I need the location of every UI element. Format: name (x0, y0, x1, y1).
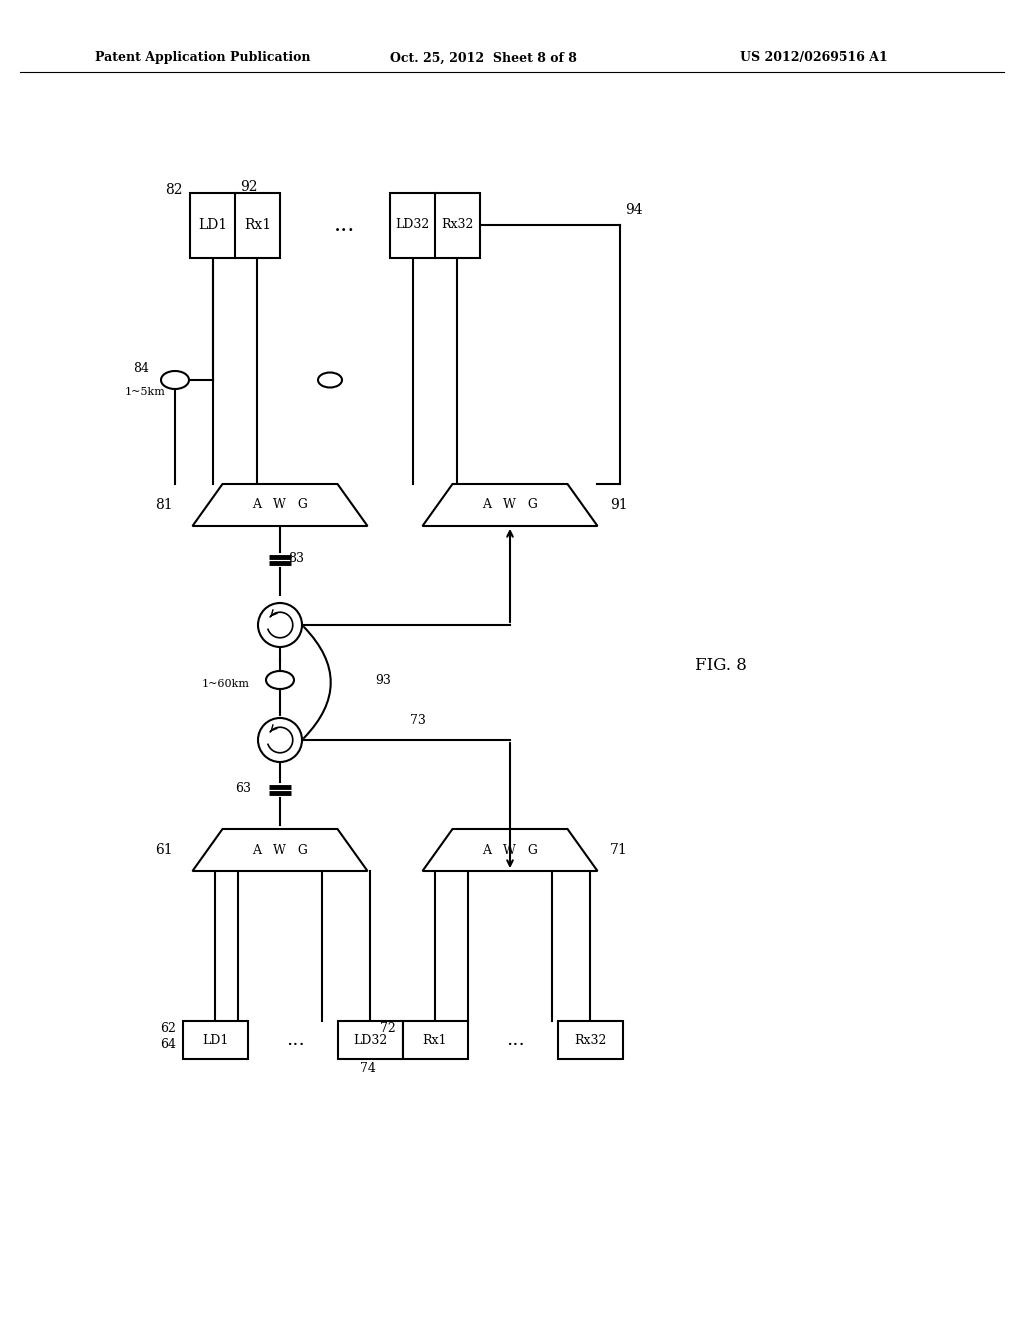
Text: US 2012/0269516 A1: US 2012/0269516 A1 (740, 51, 888, 65)
Text: LD1: LD1 (198, 218, 227, 232)
Bar (557, 1020, 623, 1059)
Text: 93: 93 (375, 673, 391, 686)
Bar (190, 193, 280, 257)
Text: LD32: LD32 (395, 219, 430, 231)
Text: 82: 82 (165, 183, 182, 197)
Bar (338, 1020, 402, 1059)
Text: ...: ... (506, 1031, 524, 1049)
Text: 64: 64 (160, 1039, 176, 1052)
Text: 81: 81 (155, 498, 173, 512)
Text: LD1: LD1 (202, 1034, 228, 1047)
Bar (182, 1020, 248, 1059)
Text: A   W   G: A W G (482, 499, 538, 511)
Text: Rx32: Rx32 (441, 219, 474, 231)
Ellipse shape (161, 371, 189, 389)
Text: A   W   G: A W G (252, 843, 308, 857)
Text: ...: ... (286, 1031, 304, 1049)
Text: Rx1: Rx1 (244, 218, 271, 232)
Text: LD32: LD32 (353, 1034, 387, 1047)
Circle shape (258, 718, 302, 762)
Bar (402, 1020, 468, 1059)
Text: FIG. 8: FIG. 8 (695, 656, 746, 673)
Text: 84: 84 (133, 362, 150, 375)
Text: 74: 74 (360, 1061, 376, 1074)
Text: 94: 94 (625, 203, 643, 216)
Text: 63: 63 (234, 781, 251, 795)
Text: Rx1: Rx1 (423, 1034, 447, 1047)
Polygon shape (193, 484, 368, 525)
FancyArrowPatch shape (304, 627, 331, 738)
Ellipse shape (266, 671, 294, 689)
Polygon shape (423, 484, 597, 525)
Text: 61: 61 (155, 843, 173, 857)
Bar (390, 193, 480, 257)
Polygon shape (193, 829, 368, 871)
Text: Oct. 25, 2012  Sheet 8 of 8: Oct. 25, 2012 Sheet 8 of 8 (390, 51, 577, 65)
Text: 71: 71 (610, 843, 628, 857)
Text: 72: 72 (380, 1022, 395, 1035)
Text: 1~60km: 1~60km (202, 678, 250, 689)
Text: 91: 91 (610, 498, 628, 512)
Text: A   W   G: A W G (482, 843, 538, 857)
Text: Rx32: Rx32 (573, 1034, 606, 1047)
Text: 73: 73 (410, 714, 426, 726)
Circle shape (258, 603, 302, 647)
Text: A   W   G: A W G (252, 499, 308, 511)
Polygon shape (423, 829, 597, 871)
Ellipse shape (318, 372, 342, 388)
Text: 1~5km: 1~5km (125, 387, 166, 397)
Text: ...: ... (334, 214, 355, 236)
Text: Patent Application Publication: Patent Application Publication (95, 51, 310, 65)
Text: 83: 83 (288, 552, 304, 565)
Text: 92: 92 (240, 180, 257, 194)
Text: 62: 62 (160, 1022, 176, 1035)
